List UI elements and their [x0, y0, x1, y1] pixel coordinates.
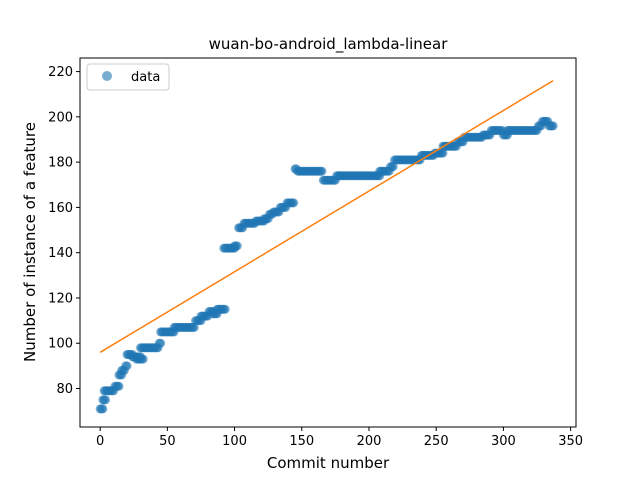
data-points — [95, 116, 558, 414]
x-tick-label: 150 — [289, 434, 314, 449]
data-point — [388, 162, 398, 172]
x-tick-label: 0 — [96, 434, 104, 449]
y-tick-label: 140 — [48, 246, 73, 261]
plot-frame — [79, 57, 577, 428]
y-tick-label: 160 — [48, 201, 73, 216]
y-tick-label: 200 — [48, 110, 73, 125]
x-tick-label: 200 — [357, 434, 382, 449]
legend-box — [86, 63, 170, 91]
data-point — [189, 322, 199, 332]
data-point — [548, 121, 558, 131]
x-axis-title: Commit number — [267, 454, 390, 472]
x-tick-label: 350 — [558, 434, 583, 449]
x-tick-label: 100 — [222, 434, 247, 449]
y-axis-title: Number of instance of a feature — [21, 122, 39, 362]
data-point — [101, 395, 111, 405]
legend: data — [86, 63, 170, 91]
y-tick-label: 220 — [48, 65, 73, 80]
plot-area — [80, 58, 576, 427]
data-point — [220, 304, 230, 314]
y-tick-label: 100 — [48, 337, 73, 352]
fit-line-group — [99, 79, 554, 353]
data-point — [98, 404, 108, 414]
data-point — [232, 241, 242, 251]
y-tick-label: 180 — [48, 156, 73, 171]
legend-marker — [102, 71, 112, 81]
axes: 0 50 100 150 200 250 300 350 80 100 120 140 160 180 20… — [48, 57, 583, 449]
data-point — [138, 354, 148, 364]
fit-line — [99, 79, 554, 353]
data-point — [317, 166, 327, 176]
x-tick-label: 50 — [159, 434, 176, 449]
y-tick-label: 120 — [48, 291, 73, 306]
x-tick-label: 300 — [491, 434, 516, 449]
chart-title: wuan-bo-android_lambda-linear — [209, 35, 449, 54]
data-point — [122, 361, 132, 371]
data-point — [438, 148, 448, 158]
legend-label-data: data — [131, 70, 160, 85]
x-tick-label: 250 — [424, 434, 449, 449]
data-point — [114, 381, 124, 391]
data-point — [156, 338, 166, 348]
y-tick-label: 80 — [56, 382, 73, 397]
data-point — [289, 198, 299, 208]
